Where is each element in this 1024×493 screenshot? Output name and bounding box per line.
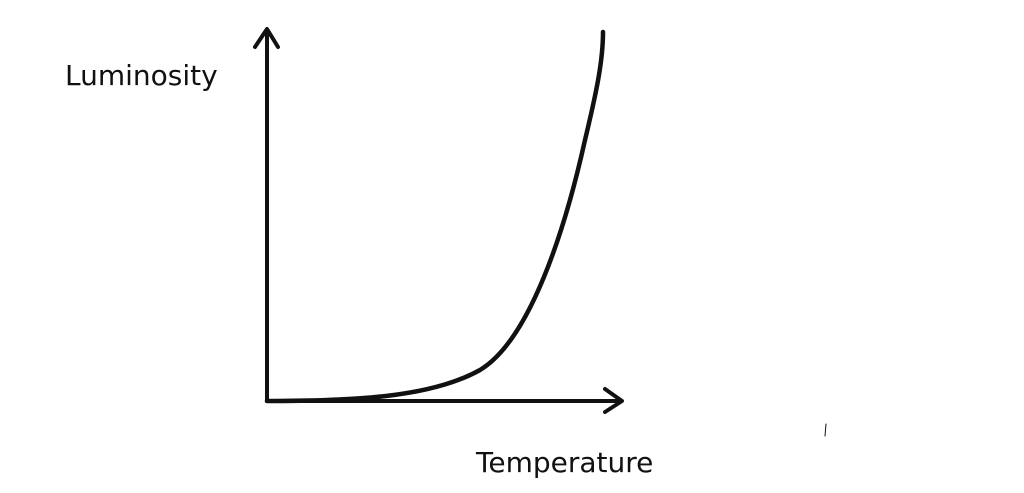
x-axis-label: Temperature [475, 446, 653, 479]
y-axis-arrow [253, 27, 280, 49]
y-axis-label: Luminosity [65, 59, 218, 92]
stray-mark [824, 423, 827, 437]
curve [264, 29, 606, 404]
x-axis-arrow [603, 387, 624, 414]
